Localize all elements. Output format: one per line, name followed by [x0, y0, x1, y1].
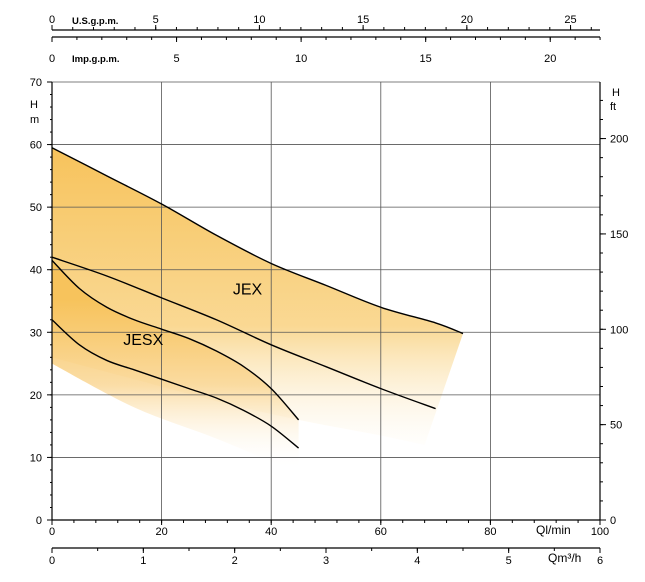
lpm-tick-label-80: 80 — [484, 526, 496, 538]
m3h-ticks: 0 1 2 3 4 5 6 — [49, 548, 603, 567]
left-tick-label-20: 20 — [30, 390, 42, 402]
right-tick-label-150: 150 — [610, 229, 628, 241]
left-head-ticks: 0 10 20 30 40 50 60 70 — [30, 77, 52, 527]
impgpm-axis: Imp.g.p.m. 0 5 10 15 20 — [49, 36, 601, 65]
jex-lower-curve — [51, 256, 436, 410]
left-tick-label-40: 40 — [30, 265, 42, 277]
jesx-area — [52, 260, 299, 474]
jex-series-label: JEX — [233, 282, 263, 299]
left-tick-label-30: 30 — [30, 327, 42, 339]
left-unit-m: m — [30, 114, 39, 126]
usgpm-tick-label-20: 20 — [461, 14, 473, 26]
right-tick-label-0: 0 — [610, 515, 616, 527]
impgpm-unit-label: Imp.g.p.m. — [72, 54, 120, 65]
lpm-unit-label: Ql/min — [536, 523, 571, 537]
m3h-tick-label-4: 4 — [414, 555, 420, 567]
m3h-tick-label-3: 3 — [323, 555, 329, 567]
left-tick-label-10: 10 — [30, 452, 42, 464]
usgpm-ticks: 0 5 10 15 20 25 — [49, 14, 592, 30]
impgpm-tick-label-10: 10 — [295, 53, 307, 65]
lpm-tick-label-0: 0 — [49, 526, 55, 538]
m3h-tick-label-0: 0 — [49, 555, 55, 567]
right-tick-label-50: 50 — [610, 420, 622, 432]
series-labels: JEX JESX — [123, 282, 262, 349]
m3h-tick-label-1: 1 — [140, 555, 146, 567]
jex-upper-curve — [51, 147, 464, 335]
usgpm-unit-label: U.S.g.p.m. — [72, 16, 118, 27]
right-tick-label-200: 200 — [610, 134, 628, 146]
impgpm-tick-label-15: 15 — [420, 53, 432, 65]
impgpm-tick-label-20: 20 — [544, 53, 556, 65]
usgpm-axis: U.S.g.p.m. 0 5 10 15 20 25 — [49, 14, 600, 31]
right-head-ticks: 0 50 100 150 200 — [600, 99, 628, 527]
right-tick-label-100: 100 — [610, 324, 628, 336]
lpm-tick-label-20: 20 — [155, 526, 167, 538]
impgpm-ticks: 0 5 10 15 20 — [49, 37, 601, 65]
lpm-tick-label-60: 60 — [375, 526, 387, 538]
left-tick-label-0: 0 — [36, 515, 42, 527]
m3h-tick-label-6: 6 — [597, 555, 603, 567]
m3h-tick-label-2: 2 — [232, 555, 238, 567]
grid-lines — [52, 81, 600, 520]
lpm-tick-label-100: 100 — [591, 526, 609, 538]
usgpm-tick-label-10: 10 — [253, 14, 265, 26]
m3h-tick-label-5: 5 — [506, 555, 512, 567]
jesx-upper-curve — [51, 259, 300, 421]
m3h-axis: 0 1 2 3 4 5 6 Qm³/h — [49, 547, 603, 567]
jesx-series-label: JESX — [123, 332, 163, 349]
usgpm-tick-label-5: 5 — [153, 14, 159, 26]
impgpm-tick-label-0: 0 — [49, 53, 55, 65]
jesx-lower-curve — [51, 319, 300, 449]
left-tick-label-50: 50 — [30, 202, 42, 214]
lpm-ticks: 0 20 40 60 80 100 — [49, 520, 609, 538]
usgpm-tick-label-15: 15 — [357, 14, 369, 26]
impgpm-tick-label-5: 5 — [173, 53, 179, 65]
m3h-unit-label: Qm³/h — [548, 551, 581, 565]
right-unit-ft: ft — [610, 101, 616, 113]
right-unit-H: H — [612, 87, 620, 99]
main-axes — [51, 82, 601, 521]
left-tick-label-60: 60 — [30, 140, 42, 152]
left-unit-H: H — [30, 99, 38, 111]
curve-fills — [52, 147, 463, 474]
usgpm-tick-label-0: 0 — [49, 14, 55, 26]
lpm-tick-label-40: 40 — [265, 526, 277, 538]
usgpm-tick-label-25: 25 — [564, 14, 576, 26]
curve-lines — [51, 147, 464, 449]
left-tick-label-70: 70 — [30, 77, 42, 89]
